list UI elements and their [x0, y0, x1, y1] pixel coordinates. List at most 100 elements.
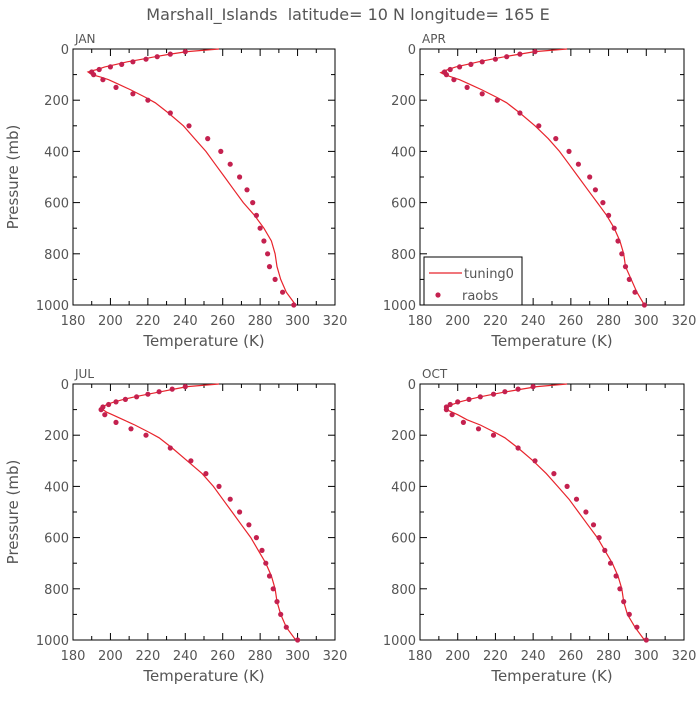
series-markers-raobs — [443, 384, 649, 643]
data-point — [566, 148, 572, 154]
y-tick-label: 1000 — [383, 634, 416, 649]
data-point — [237, 174, 243, 180]
data-point — [602, 547, 608, 554]
y-tick-label: 400 — [44, 145, 69, 160]
data-point — [246, 522, 252, 528]
data-point — [218, 148, 224, 154]
series-line-tuning0 — [102, 383, 297, 641]
x-tick-label: 220 — [135, 314, 160, 329]
y-tick-label: 400 — [391, 480, 416, 495]
data-point — [451, 77, 457, 83]
x-tick-label: 260 — [558, 314, 583, 329]
data-point — [490, 432, 497, 438]
data-point — [259, 547, 265, 554]
data-point — [130, 91, 136, 97]
x-tick-label: 180 — [408, 314, 433, 329]
data-point — [167, 110, 173, 116]
y-axis-label: Pressure (mb) — [4, 125, 22, 230]
x-tick-label: 280 — [248, 314, 273, 329]
data-point — [466, 396, 472, 402]
series-markers-raobs — [98, 384, 301, 643]
data-point — [532, 458, 538, 464]
x-tick-label: 200 — [445, 649, 470, 664]
y-tick-label: 0 — [408, 43, 416, 58]
data-point — [447, 66, 453, 73]
x-tick-label: 200 — [98, 649, 123, 664]
data-point — [443, 72, 449, 78]
x-tick-label: 180 — [61, 314, 86, 329]
y-tick-label: 200 — [44, 429, 69, 444]
data-point — [515, 445, 521, 451]
data-point — [443, 407, 449, 413]
data-point — [265, 251, 271, 257]
data-point — [564, 483, 570, 489]
data-point — [272, 276, 278, 282]
legend-box — [423, 256, 523, 306]
data-point — [130, 59, 136, 65]
data-point — [266, 573, 273, 579]
x-tick-label: 240 — [173, 314, 198, 329]
data-point — [102, 412, 108, 418]
x-tick-label: 240 — [521, 649, 546, 664]
data-point — [182, 49, 188, 55]
data-point — [205, 136, 211, 142]
data-point — [611, 225, 617, 231]
data-point — [266, 264, 273, 270]
data-point — [128, 426, 134, 432]
data-point — [169, 386, 175, 392]
x-tick-label: 200 — [98, 314, 123, 329]
panel-label: OCT — [422, 367, 448, 381]
y-tick-label: 600 — [44, 197, 69, 212]
data-point — [464, 84, 470, 90]
data-point — [626, 276, 632, 282]
data-point — [606, 212, 612, 218]
data-point — [134, 394, 140, 400]
data-point — [494, 97, 500, 103]
data-point — [619, 251, 625, 257]
data-point — [227, 161, 233, 167]
data-point — [274, 599, 280, 605]
x-tick-label: 260 — [210, 314, 235, 329]
data-point — [257, 225, 263, 231]
panel-label: JUL — [74, 367, 94, 381]
data-point — [106, 401, 112, 408]
legend-line-label: tuning0 — [464, 267, 514, 282]
figure-title: Marshall_Islands latitude= 10 N longitud… — [146, 5, 549, 25]
data-point — [167, 51, 173, 57]
x-axis-label: Temperature (K) — [490, 667, 612, 685]
panel-apr: 180 200 220 240 260 280 300 320 0 200 400 600 800 100… — [383, 32, 697, 350]
x-tick-label: 300 — [634, 314, 659, 329]
data-point — [100, 77, 106, 83]
data-point — [216, 483, 222, 489]
x-tick-label: 300 — [285, 314, 310, 329]
data-point — [280, 289, 286, 295]
data-point — [186, 123, 192, 129]
data-point — [188, 458, 194, 464]
data-point — [98, 407, 104, 413]
data-point — [156, 389, 162, 395]
data-point — [154, 54, 160, 60]
x-axis-label: Temperature (K) — [142, 667, 264, 685]
data-point — [122, 396, 128, 402]
x-tick-label: 220 — [135, 649, 160, 664]
data-point — [532, 49, 538, 55]
data-point — [295, 637, 301, 643]
data-point — [517, 51, 523, 57]
data-point — [587, 174, 593, 180]
plot-frame — [419, 383, 685, 641]
legend-marker-label: raobs — [462, 289, 499, 304]
data-point — [253, 535, 259, 541]
data-point — [143, 432, 149, 438]
data-point — [291, 302, 297, 308]
data-point — [551, 471, 557, 477]
x-tick-label: 320 — [672, 649, 697, 664]
x-tick-label: 280 — [248, 649, 273, 664]
plot-frame — [72, 48, 336, 306]
y-tick-label: 800 — [391, 248, 416, 263]
data-point — [590, 522, 597, 528]
data-point — [613, 573, 619, 579]
data-point — [457, 64, 463, 70]
data-point — [643, 637, 649, 643]
data-point — [504, 54, 510, 60]
y-tick-label: 0 — [61, 378, 69, 393]
